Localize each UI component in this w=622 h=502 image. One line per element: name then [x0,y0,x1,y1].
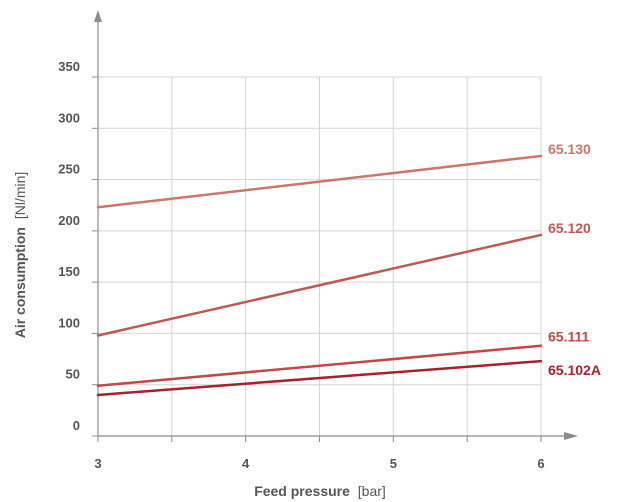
y-tick-label: 0 [73,418,80,433]
y-tick-label: 350 [58,59,80,74]
x-axis-arrow [564,432,578,440]
x-axis-title-main: Feed pressure [254,483,350,499]
y-tick-label: 300 [58,110,80,125]
x-tick-labels: 3 4 5 6 [94,456,544,471]
y-tick-label: 100 [58,315,80,330]
y-axis-arrow [94,10,102,22]
x-axis-title-unit: [bar] [358,483,386,499]
x-tick-label: 3 [94,456,101,471]
series-line-65.120 [96,233,543,337]
series-label-65.120: 65.120 [548,220,591,236]
y-axis-title-unit: [Nl/min] [12,172,28,219]
series-label-65.102A: 65.102A [548,362,601,378]
series-lines [96,154,543,397]
axes [92,10,578,442]
x-axis-title: Feed pressure [bar] [254,483,386,499]
y-axis-title: Air consumption [Nl/min] [12,172,28,339]
series-line-65.111 [96,344,543,387]
series-label-65.111: 65.111 [548,329,589,345]
series-labels: 65.130 65.120 65.111 65.102A [548,141,601,378]
y-tick-label: 50 [66,367,80,382]
series-line-65.102A [96,359,543,397]
grid [98,76,542,436]
x-tick-label: 6 [537,456,544,471]
y-tick-labels: 0 50 100 150 200 250 300 350 [58,59,80,433]
series-label-65.130: 65.130 [548,141,591,157]
y-tick-label: 250 [58,162,80,177]
series-line-65.130 [96,154,543,209]
y-tick-label: 200 [58,213,80,228]
y-axis-title-main: Air consumption [12,227,28,338]
x-tick-label: 5 [390,456,397,471]
x-tick-label: 4 [242,456,250,471]
y-tick-label: 150 [58,264,80,279]
